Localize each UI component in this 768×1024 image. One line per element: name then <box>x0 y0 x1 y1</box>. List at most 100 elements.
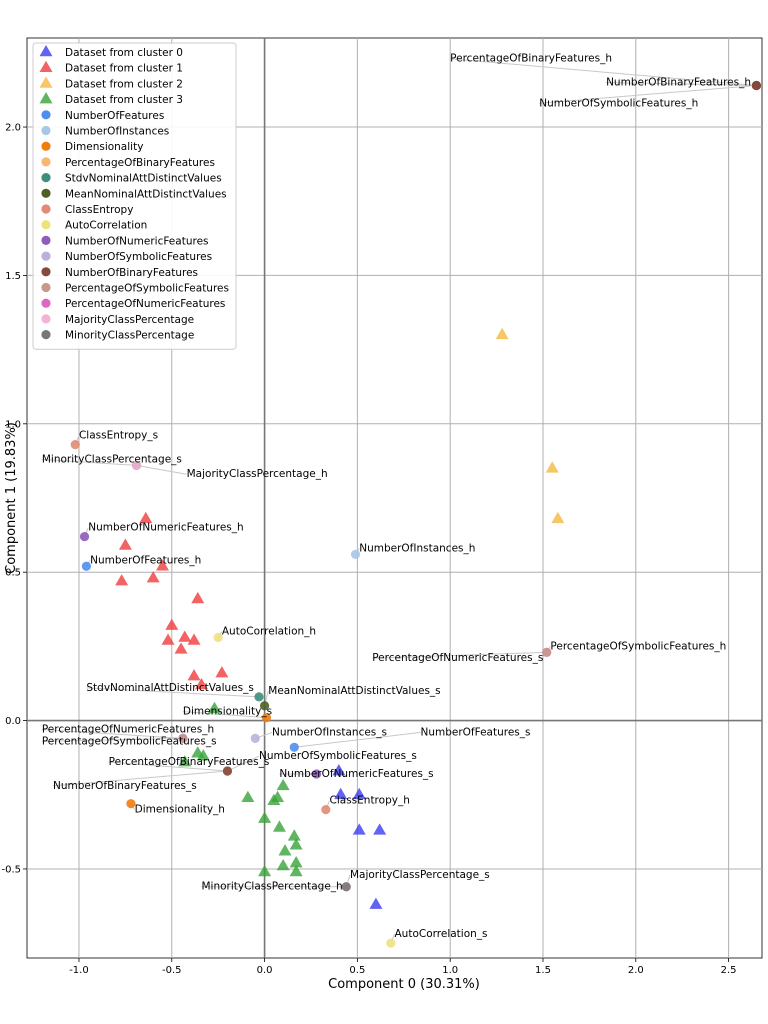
legend-feature-marker <box>41 204 51 214</box>
x-tick-label: 1.5 <box>535 965 551 976</box>
cluster-3-point <box>289 838 303 850</box>
feature-point <box>70 439 80 450</box>
feature-annotation: PercentageOfSymbolicFeatures_s <box>42 735 217 747</box>
cluster-0-point <box>332 764 346 776</box>
cluster-3-point <box>267 793 281 806</box>
y-tick-label: 0.5 <box>5 568 21 579</box>
leader-line <box>52 770 228 787</box>
feature-markers <box>70 80 762 948</box>
cluster-1-point <box>187 669 201 681</box>
legend-label: Dataset from cluster 1 <box>65 63 183 75</box>
legend-feature-marker <box>41 220 51 230</box>
cluster-2-point <box>551 511 565 524</box>
feature-point <box>311 769 322 779</box>
leader-line <box>450 58 757 86</box>
cluster-0-point <box>369 897 383 909</box>
cluster-1-point <box>194 677 208 690</box>
legend-label: MeanNominalAttDistinctValues <box>65 188 227 200</box>
cluster-3-point <box>207 701 221 714</box>
x-tick-label: 2.0 <box>628 965 644 976</box>
legend-label: NumberOfSymbolicFeatures <box>65 251 212 263</box>
legend-feature-marker <box>41 125 51 136</box>
leader-line <box>372 651 547 659</box>
feature-annotation: NumberOfFeatures_s <box>420 726 530 738</box>
feature-annotation: MajorityClassPercentage_s <box>350 869 490 881</box>
legend: Dataset from cluster 0 Dataset from clust… <box>32 42 237 350</box>
feature-annotation: ClassEntropy_s <box>79 430 158 442</box>
legend-label: MinorityClassPercentage <box>65 330 194 342</box>
cluster-1-point <box>165 618 179 630</box>
y-tick-label: 1.5 <box>5 271 21 282</box>
feature-point <box>213 632 223 643</box>
legend-cluster-1-marker <box>39 60 53 72</box>
leader-line <box>182 711 267 719</box>
legend-feature-marker <box>41 330 51 340</box>
feature-annotation: PercentageOfNumericFeatures_h <box>42 723 214 735</box>
x-tick-label: 1.0 <box>442 965 458 976</box>
leader-line <box>606 81 757 86</box>
feature-annotation: MajorityClassPercentage_h <box>187 468 328 480</box>
leader-line <box>227 755 260 772</box>
cluster-3-point <box>258 811 272 823</box>
cluster-3-point <box>289 864 303 877</box>
feature-annotation: ClassEntropy_h <box>330 795 410 807</box>
feature-annotation: Dimensionality_h <box>135 804 225 816</box>
leader-line <box>86 687 260 698</box>
legend-feature-marker <box>41 141 51 151</box>
x-tick-label: -1.0 <box>69 965 89 976</box>
feature-point <box>542 647 552 657</box>
feature-point <box>222 766 233 776</box>
cluster-3-point <box>276 858 290 871</box>
legend-feature-marker <box>41 267 51 277</box>
cluster-0-point <box>352 787 366 800</box>
legend-label: NumberOfNumericFeatures <box>65 235 209 247</box>
legend-feature-marker <box>41 282 51 293</box>
cluster-1-point <box>187 633 201 645</box>
cluster-3-point <box>278 844 292 856</box>
cluster-3-point <box>178 755 192 767</box>
cluster-2-point <box>495 327 509 340</box>
cluster-3-point <box>276 778 290 791</box>
feature-annotation: PercentageOfSymbolicFeatures_h <box>550 640 726 652</box>
legend-feature-marker <box>41 173 51 183</box>
cluster-1-point <box>155 559 169 571</box>
legend-label: AutoCorrelation <box>65 220 147 232</box>
legend-feature-marker <box>41 235 51 245</box>
legend-feature-marker <box>41 251 51 261</box>
leader-line <box>294 731 421 748</box>
legend-cluster-0-marker <box>39 44 53 57</box>
legend-label: NumberOfFeatures <box>65 110 164 122</box>
leader-line <box>41 737 183 742</box>
legend-feature-marker <box>41 188 51 198</box>
feature-annotation: NumberOfInstances_s <box>272 726 387 738</box>
legend-label: Dimensionality <box>65 141 143 153</box>
feature-annotation: MeanNominalAttDistinctValues_s <box>268 685 440 697</box>
cluster-2-point <box>545 461 559 473</box>
legend-feature-marker <box>41 157 51 167</box>
cluster-1-point <box>178 630 192 642</box>
cluster-1-point <box>191 591 205 604</box>
feature-annotation: NumberOfFeatures_h <box>90 554 201 566</box>
feature-point <box>350 549 361 559</box>
x-tick-label: 0.5 <box>349 965 365 976</box>
feature-point <box>261 713 272 723</box>
feature-annotation: PercentageOfNumericFeatures_s <box>372 652 543 664</box>
cluster-markers <box>115 327 565 909</box>
legend-label: MajorityClassPercentage <box>65 314 194 326</box>
y-tick-label: -0.5 <box>1 864 21 875</box>
feature-annotation: NumberOfNumericFeatures_h <box>88 522 243 534</box>
legend-feature-marker <box>41 110 51 120</box>
axis-ticks: -1.0 -0.5 0.0 0.5 1.0 1.5 2.0 2.5 -0.5 0.0 0.5 1.0 1… <box>1 123 736 976</box>
cluster-1-point <box>215 666 229 678</box>
cluster-1-point <box>174 642 188 654</box>
feature-point <box>131 460 142 470</box>
legend-label: ClassEntropy <box>65 204 133 216</box>
feature-annotation: MinorityClassPercentage_s <box>42 453 182 465</box>
leader-line <box>108 761 228 772</box>
legend-label: Dataset from cluster 0 <box>65 47 183 59</box>
legend-label: StdvNominalAttDistinctValues <box>65 173 222 185</box>
cluster-3-point <box>258 864 272 877</box>
cluster-1-point <box>118 538 132 550</box>
legend-cluster-2-marker <box>39 76 53 88</box>
